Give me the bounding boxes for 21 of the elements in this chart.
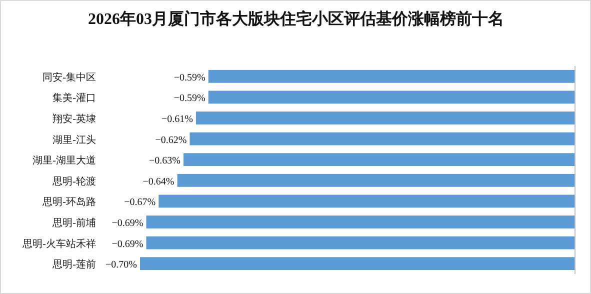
y-tick-label: 思明-莲前 <box>52 258 96 271</box>
data-label: −0.69% <box>112 238 144 250</box>
data-label: −0.62% <box>155 134 187 146</box>
data-label: −0.59% <box>174 72 206 84</box>
y-tick-label: 集美-灌口 <box>52 92 96 104</box>
y-tick-label: 思明-前埔 <box>52 217 96 229</box>
y-tick-label: 思明-环岛路 <box>42 196 96 208</box>
data-label: −0.63% <box>149 156 180 167</box>
y-tick-label: 翔安-英埭 <box>52 113 96 125</box>
data-label: −0.69% <box>112 218 144 229</box>
data-label: −0.61% <box>161 114 193 125</box>
y-tick-label: 湖里-江头 <box>52 134 96 146</box>
y-tick-label: 同安-集中区 <box>42 71 96 84</box>
data-label: −0.64% <box>142 176 174 188</box>
y-tick-label: 思明-轮渡 <box>52 175 96 188</box>
data-label: −0.70% <box>106 260 137 271</box>
chart-title: 2026年03月厦门市各大版块住宅小区评估基价涨幅榜前十名 <box>88 9 504 28</box>
data-label: −0.59% <box>174 93 206 104</box>
y-tick-label: 思明-火车站禾祥 <box>22 238 96 250</box>
data-label: −0.67% <box>124 197 156 208</box>
y-tick-label: 湖里-湖里大道 <box>32 154 96 167</box>
